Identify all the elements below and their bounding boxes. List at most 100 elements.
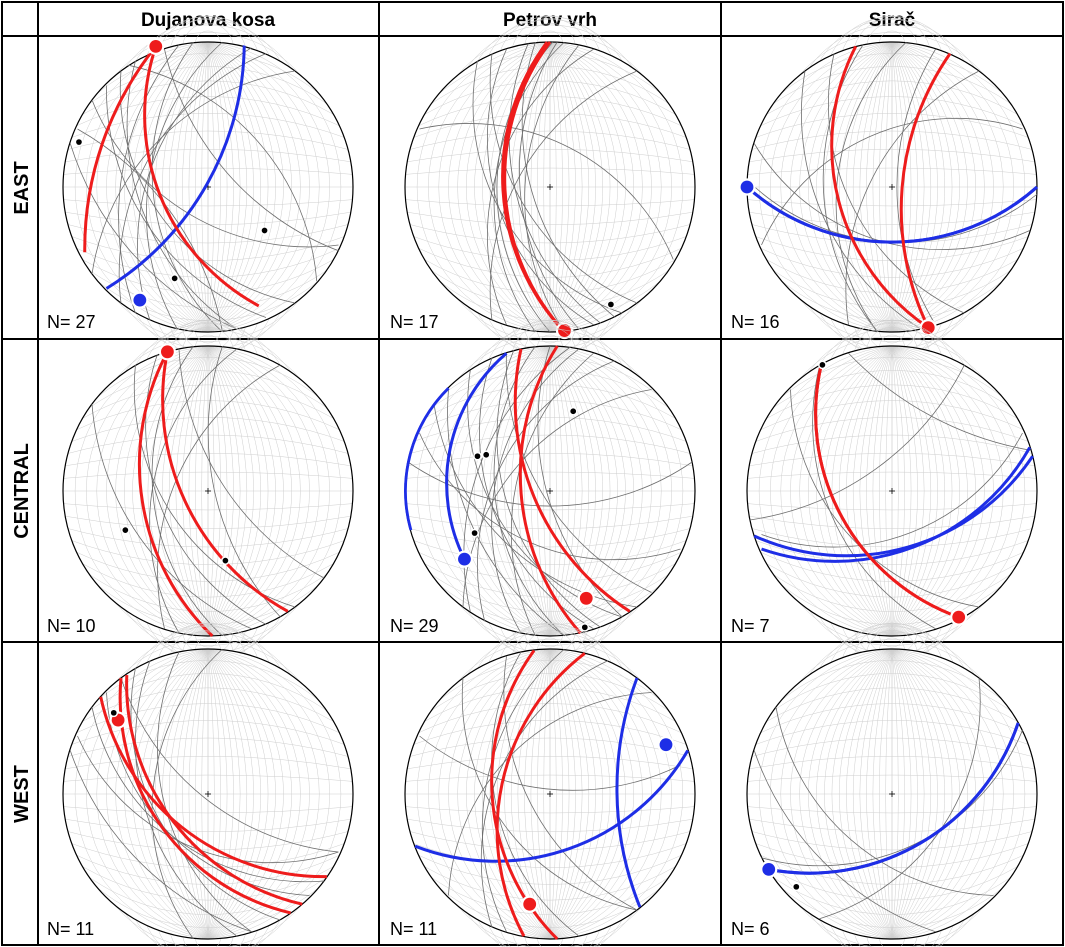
mean-plane-red: [513, 348, 631, 613]
small-circle-gridline: [424, 563, 676, 598]
small-circle-gridline: [114, 336, 302, 381]
small-circle-gridline: [114, 639, 302, 684]
small-circle-gridline: [456, 904, 644, 947]
small-circle-gridline: [438, 584, 662, 625]
small-circle-gridline: [89, 573, 327, 612]
small-circle-gridline: [798, 32, 986, 77]
small-circle-gridline: [96, 357, 320, 398]
fault-plane-grey: [77, 128, 223, 333]
stereonet-east-sirac: N= 16: [731, 15, 1038, 359]
stereonet-east-petrov-vrh: N= 17: [390, 15, 696, 359]
small-circle-gridline: [96, 660, 320, 701]
small-circle-gridline: [195, 635, 221, 648]
small-circle-gridline: [96, 53, 320, 94]
small-circle-gridline: [749, 756, 1035, 770]
mean-plane-red: [161, 351, 289, 613]
lineation-point: [221, 556, 230, 565]
lineation-point: [109, 708, 119, 718]
fault-plane-grey: [157, 651, 252, 933]
wulff-net-grid: [405, 622, 695, 947]
sample-count-label: N= 29: [390, 616, 439, 636]
small-circle-gridline: [158, 319, 258, 355]
small-circle-gridline: [488, 320, 612, 360]
small-circle-gridline: [466, 631, 634, 676]
small-circle-gridline: [413, 540, 687, 565]
small-circle-gridline: [830, 320, 954, 360]
small-circle-gridline: [819, 323, 965, 366]
mean-plane-red: [495, 652, 586, 937]
small-circle-gridline: [63, 503, 353, 511]
small-circle-gridline: [760, 400, 1024, 430]
red-pole-marker: [919, 319, 937, 337]
small-circle-gridline: [879, 331, 905, 344]
small-circle-gridline: [438, 887, 662, 928]
small-circle-gridline: [477, 626, 623, 669]
sample-count-label: N= 27: [47, 312, 96, 332]
small-circle-gridline: [195, 30, 221, 43]
small-circle-gridline: [71, 417, 345, 442]
small-circle-gridline: [466, 328, 634, 373]
small-circle-gridline: [114, 904, 302, 947]
small-circle-gridline: [146, 16, 270, 56]
fault-plane-grey: [487, 49, 594, 326]
fault-plane-grey: [505, 353, 652, 593]
sample-count-label: N= 10: [47, 616, 96, 636]
small-circle-gridline: [405, 471, 695, 479]
small-circle-gridline: [854, 624, 930, 655]
small-circle-gridline: [830, 925, 954, 947]
mean-plane-blue: [105, 43, 246, 290]
small-circle-gridline: [537, 637, 563, 650]
small-circle-gridline: [524, 326, 576, 349]
center-cross: [889, 488, 895, 494]
fault-plane-grey: [827, 53, 965, 314]
small-circle-gridline: [798, 904, 986, 947]
small-circle-gridline: [182, 936, 234, 947]
blue-pole-marker: [657, 736, 675, 754]
small-circle-gridline: [879, 30, 905, 43]
fault-plane-grey: [775, 706, 994, 896]
small-circle-gridline: [456, 336, 644, 381]
fault-plane-grey: [463, 345, 572, 612]
small-circle-gridline: [418, 552, 682, 582]
small-circle-gridline: [477, 323, 623, 366]
fault-plane-grey: [207, 345, 281, 618]
row-label-east: EAST: [11, 161, 33, 214]
small-circle-gridline: [407, 149, 693, 163]
sample-count-label: N= 16: [731, 312, 780, 332]
small-circle-gridline: [500, 930, 600, 947]
mean-plane-blue: [414, 749, 690, 863]
red-pole-marker: [147, 37, 165, 55]
fault-plane-grey: [491, 651, 580, 937]
small-circle-gridline: [749, 515, 1035, 529]
small-circle-gridline: [537, 334, 563, 347]
fault-plane-grey: [496, 350, 601, 628]
fault-plane-grey: [91, 403, 252, 630]
small-circle-gridline: [431, 66, 669, 105]
small-circle-gridline: [537, 30, 563, 43]
small-circle-gridline: [431, 269, 669, 308]
small-circle-gridline: [409, 528, 691, 548]
small-circle-gridline: [82, 259, 334, 294]
mean-plane-red: [814, 365, 960, 619]
small-circle-gridline: [413, 720, 687, 745]
mean-plane-red: [137, 351, 214, 637]
mean-plane-blue: [753, 455, 1034, 558]
small-circle-gridline: [82, 384, 334, 419]
center-cross: [205, 488, 211, 494]
blue-pole-marker: [455, 550, 474, 568]
mean-plane-blue: [746, 185, 1038, 244]
small-circle-gridline: [500, 319, 600, 355]
small-circle-gridline: [755, 843, 1029, 868]
small-circle-gridline: [65, 515, 351, 529]
small-circle-gridline: [409, 224, 691, 244]
sample-count-label: N= 17: [390, 312, 439, 332]
small-circle-gridline: [747, 774, 1037, 782]
small-circle-gridline: [67, 737, 349, 757]
small-circle-gridline: [747, 503, 1037, 511]
fault-plane-grey: [146, 41, 223, 333]
fault-plane-grey: [69, 143, 238, 330]
fault-plane-grey: [157, 364, 281, 629]
small-circle-gridline: [798, 639, 986, 684]
small-circle-gridline: [135, 323, 281, 366]
small-circle-gridline: [766, 563, 1018, 598]
